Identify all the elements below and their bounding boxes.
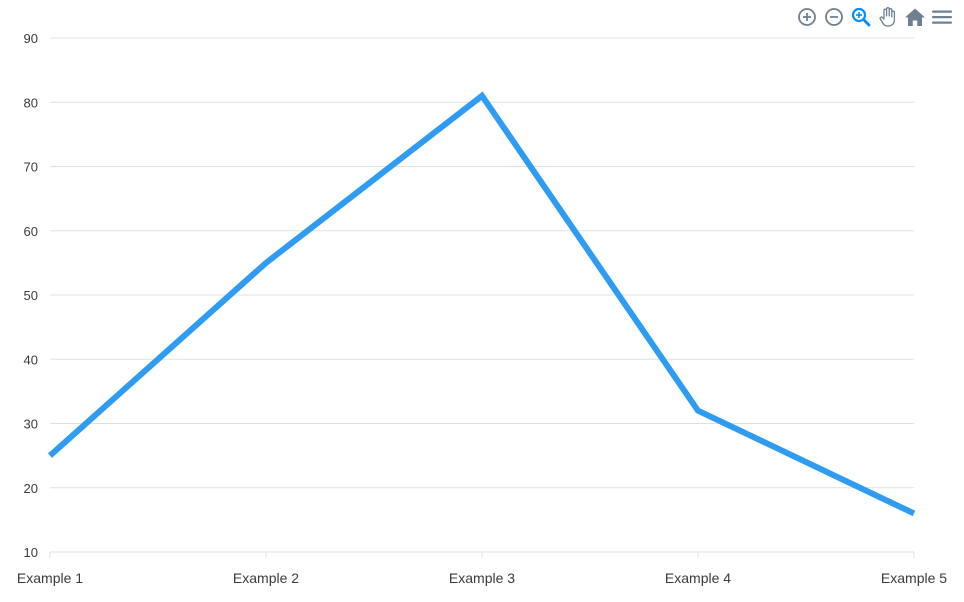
y-tick-label: 40 [24, 352, 38, 367]
chart-toolbar [795, 5, 954, 29]
x-tick-label: Example 4 [665, 570, 731, 586]
selection-zoom-icon[interactable] [849, 5, 873, 29]
y-tick-label: 80 [24, 95, 38, 110]
zoom-in-icon[interactable] [795, 5, 819, 29]
x-tick-label: Example 3 [449, 570, 515, 586]
pan-hand-icon[interactable] [876, 5, 900, 29]
x-tick-label: Example 5 [881, 570, 947, 586]
y-tick-label: 50 [24, 288, 38, 303]
menu-icon[interactable] [930, 5, 954, 29]
y-tick-label: 10 [24, 545, 38, 560]
y-tick-label: 60 [24, 224, 38, 239]
y-tick-label: 30 [24, 417, 38, 432]
x-tick-label: Example 2 [233, 570, 299, 586]
home-reset-icon[interactable] [903, 5, 927, 29]
y-tick-label: 20 [24, 481, 38, 496]
x-tick-label: Example 1 [17, 570, 83, 586]
series-line [48, 91, 916, 517]
y-tick-label: 90 [24, 31, 38, 46]
y-tick-label: 70 [24, 160, 38, 175]
zoom-out-icon[interactable] [822, 5, 846, 29]
